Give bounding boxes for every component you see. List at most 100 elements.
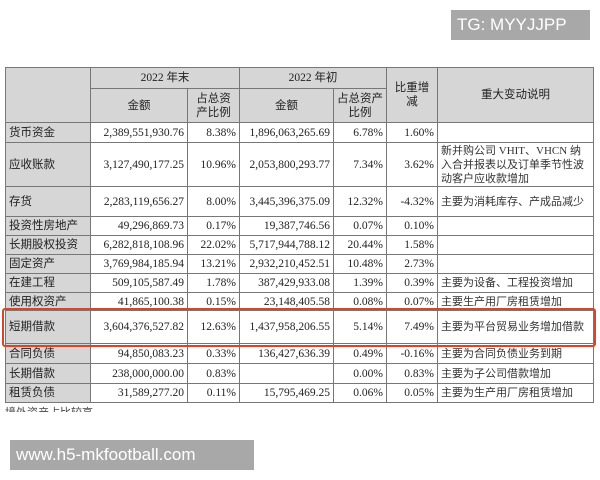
- cell-change: 0.10%: [386, 216, 438, 236]
- cell-change: -0.16%: [386, 343, 438, 364]
- cell-note: 主要生产用厂房租赁增加: [437, 292, 594, 311]
- cell-note: 主要为子公司借款增加: [437, 363, 594, 384]
- cell-end-ratio: 0.33%: [187, 343, 240, 364]
- cell-start-ratio: 0.49%: [333, 343, 387, 364]
- watermark-top: TG: MYYJJPP: [451, 10, 590, 40]
- cell-change: -4.32%: [386, 186, 438, 217]
- cell-end-ratio: 0.17%: [187, 216, 240, 236]
- header-start-ratio: 占总资产比例: [333, 88, 387, 123]
- footer-cut-text: 境外资产占比较高: [5, 406, 593, 412]
- cell-end-ratio: 8.38%: [187, 122, 240, 143]
- table-row: 固定资产 3,769,984,185.94 13.21% 2,932,210,452.…: [5, 254, 594, 274]
- header-item: [5, 67, 91, 123]
- cell-start-amount: 15,795,469.25: [239, 383, 334, 403]
- cell-end-amount: 3,769,984,185.94: [90, 254, 188, 274]
- cell-end-amount: 49,296,869.73: [90, 216, 188, 236]
- cell-note: [437, 216, 594, 236]
- cell-end-amount: 509,105,587.49: [90, 273, 188, 293]
- table-row: 合同负债 94,850,083.23 0.33% 136,427,636.39 0.49…: [5, 343, 594, 364]
- header-end-amount: 金额: [90, 88, 188, 123]
- header-start-amount: 金额: [239, 88, 334, 123]
- cell-item: 租赁负债: [5, 383, 91, 403]
- cell-item: 合同负债: [5, 343, 91, 364]
- cell-item: 固定资产: [5, 254, 91, 274]
- cell-start-ratio: 12.32%: [333, 186, 387, 217]
- cell-start-amount: 136,427,636.39: [239, 343, 334, 364]
- cell-end-amount: 2,389,551,930.76: [90, 122, 188, 143]
- watermark-bottom: www.h5-mkfootball.com: [10, 440, 254, 470]
- header-note: 重大变动说明: [437, 67, 594, 123]
- table-wrapper: 2022 年末 2022 年初 比重增减 重大变动说明 金额 占总资产比例 金额…: [2, 67, 596, 412]
- cell-start-amount: [239, 363, 334, 384]
- header-end-ratio: 占总资产比例: [187, 88, 240, 123]
- cell-end-ratio: 10.96%: [187, 142, 240, 187]
- cell-note: 主要为生产用厂房租赁增加: [437, 383, 594, 403]
- cell-end-amount: 94,850,083.23: [90, 343, 188, 364]
- table-row: 短期借款 3,604,376,527.82 12.63% 1,437,958,206.…: [5, 310, 594, 344]
- cell-note: [437, 122, 594, 143]
- cell-end-amount: 2,283,119,656.27: [90, 186, 188, 217]
- cell-start-ratio: 0.07%: [333, 216, 387, 236]
- cell-end-ratio: 12.63%: [187, 310, 240, 344]
- cell-end-ratio: 13.21%: [187, 254, 240, 274]
- cell-note: [437, 254, 594, 274]
- table-row: 使用权资产 41,865,100.38 0.15% 23,148,405.58 0.08…: [5, 292, 594, 311]
- table-row: 长期借款 238,000,000.00 0.83% 0.00% 0.83% 主要为子公司借…: [5, 363, 594, 384]
- cell-note: 主要为设备、工程投资增加: [437, 273, 594, 293]
- cell-end-amount: 6,282,818,108.96: [90, 235, 188, 255]
- table-row: 投资性房地产 49,296,869.73 0.17% 19,387,746.56 0.0…: [5, 216, 594, 236]
- cell-start-amount: 1,896,063,265.69: [239, 122, 334, 143]
- cell-start-amount: 2,053,800,293.77: [239, 142, 334, 187]
- table-row: 长期股权投资 6,282,818,108.96 22.02% 5,717,944,78…: [5, 235, 594, 255]
- cell-end-ratio: 0.83%: [187, 363, 240, 384]
- cell-item: 应收账款: [5, 142, 91, 187]
- cell-change: 0.05%: [386, 383, 438, 403]
- cell-end-amount: 41,865,100.38: [90, 292, 188, 311]
- cell-item: 使用权资产: [5, 292, 91, 311]
- cell-start-ratio: 1.39%: [333, 273, 387, 293]
- cell-change: 3.62%: [386, 142, 438, 187]
- cell-start-ratio: 0.06%: [333, 383, 387, 403]
- cell-note: 主要为平台贸易业务增加借款: [437, 310, 594, 344]
- cell-end-ratio: 8.00%: [187, 186, 240, 217]
- table-row: 货币资金 2,389,551,930.76 8.38% 1,896,063,265.6…: [5, 122, 594, 143]
- cell-item: 存货: [5, 186, 91, 217]
- cell-change: 1.58%: [386, 235, 438, 255]
- cell-end-amount: 238,000,000.00: [90, 363, 188, 384]
- cell-change: 0.07%: [386, 292, 438, 311]
- cell-start-amount: 23,148,405.58: [239, 292, 334, 311]
- cell-start-amount: 2,932,210,452.51: [239, 254, 334, 274]
- cell-note: 新并购公司 VHIT、VHCN 纳入合并报表以及订单季节性波动客户应收款增加: [437, 142, 594, 187]
- table-row: 在建工程 509,105,587.49 1.78% 387,429,933.08 1.3…: [5, 273, 594, 293]
- cell-end-amount: 3,604,376,527.82: [90, 310, 188, 344]
- header-change: 比重增减: [386, 67, 438, 123]
- cell-change: 1.60%: [386, 122, 438, 143]
- cell-start-amount: 3,445,396,375.09: [239, 186, 334, 217]
- table-row: 应收账款 3,127,490,177.25 10.96% 2,053,800,293.…: [5, 142, 594, 187]
- table-row: 存货 2,283,119,656.27 8.00% 3,445,396,375.09 1…: [5, 186, 594, 217]
- header-end-period: 2022 年末: [90, 67, 240, 89]
- header-start-period: 2022 年初: [239, 67, 387, 89]
- cell-item: 长期借款: [5, 363, 91, 384]
- cell-item: 长期股权投资: [5, 235, 91, 255]
- cell-item: 短期借款: [5, 310, 91, 344]
- cell-change: 7.49%: [386, 310, 438, 344]
- cell-item: 货币资金: [5, 122, 91, 143]
- cell-start-amount: 19,387,746.56: [239, 216, 334, 236]
- cell-item: 投资性房地产: [5, 216, 91, 236]
- cell-change: 0.83%: [386, 363, 438, 384]
- balance-sheet-table: 2022 年末 2022 年初 比重增减 重大变动说明 金额 占总资产比例 金额…: [5, 67, 594, 403]
- cell-start-amount: 1,437,958,206.55: [239, 310, 334, 344]
- cell-note: 主要为消耗库存、产成品减少: [437, 186, 594, 217]
- cell-start-amount: 5,717,944,788.12: [239, 235, 334, 255]
- cell-start-ratio: 0.00%: [333, 363, 387, 384]
- cell-start-ratio: 0.08%: [333, 292, 387, 311]
- cell-note: 主要为合同负债业务到期: [437, 343, 594, 364]
- cell-change: 0.39%: [386, 273, 438, 293]
- cell-change: 2.73%: [386, 254, 438, 274]
- cell-end-ratio: 0.11%: [187, 383, 240, 403]
- cell-end-ratio: 0.15%: [187, 292, 240, 311]
- cell-end-amount: 31,589,277.20: [90, 383, 188, 403]
- cell-start-ratio: 20.44%: [333, 235, 387, 255]
- cell-start-ratio: 7.34%: [333, 142, 387, 187]
